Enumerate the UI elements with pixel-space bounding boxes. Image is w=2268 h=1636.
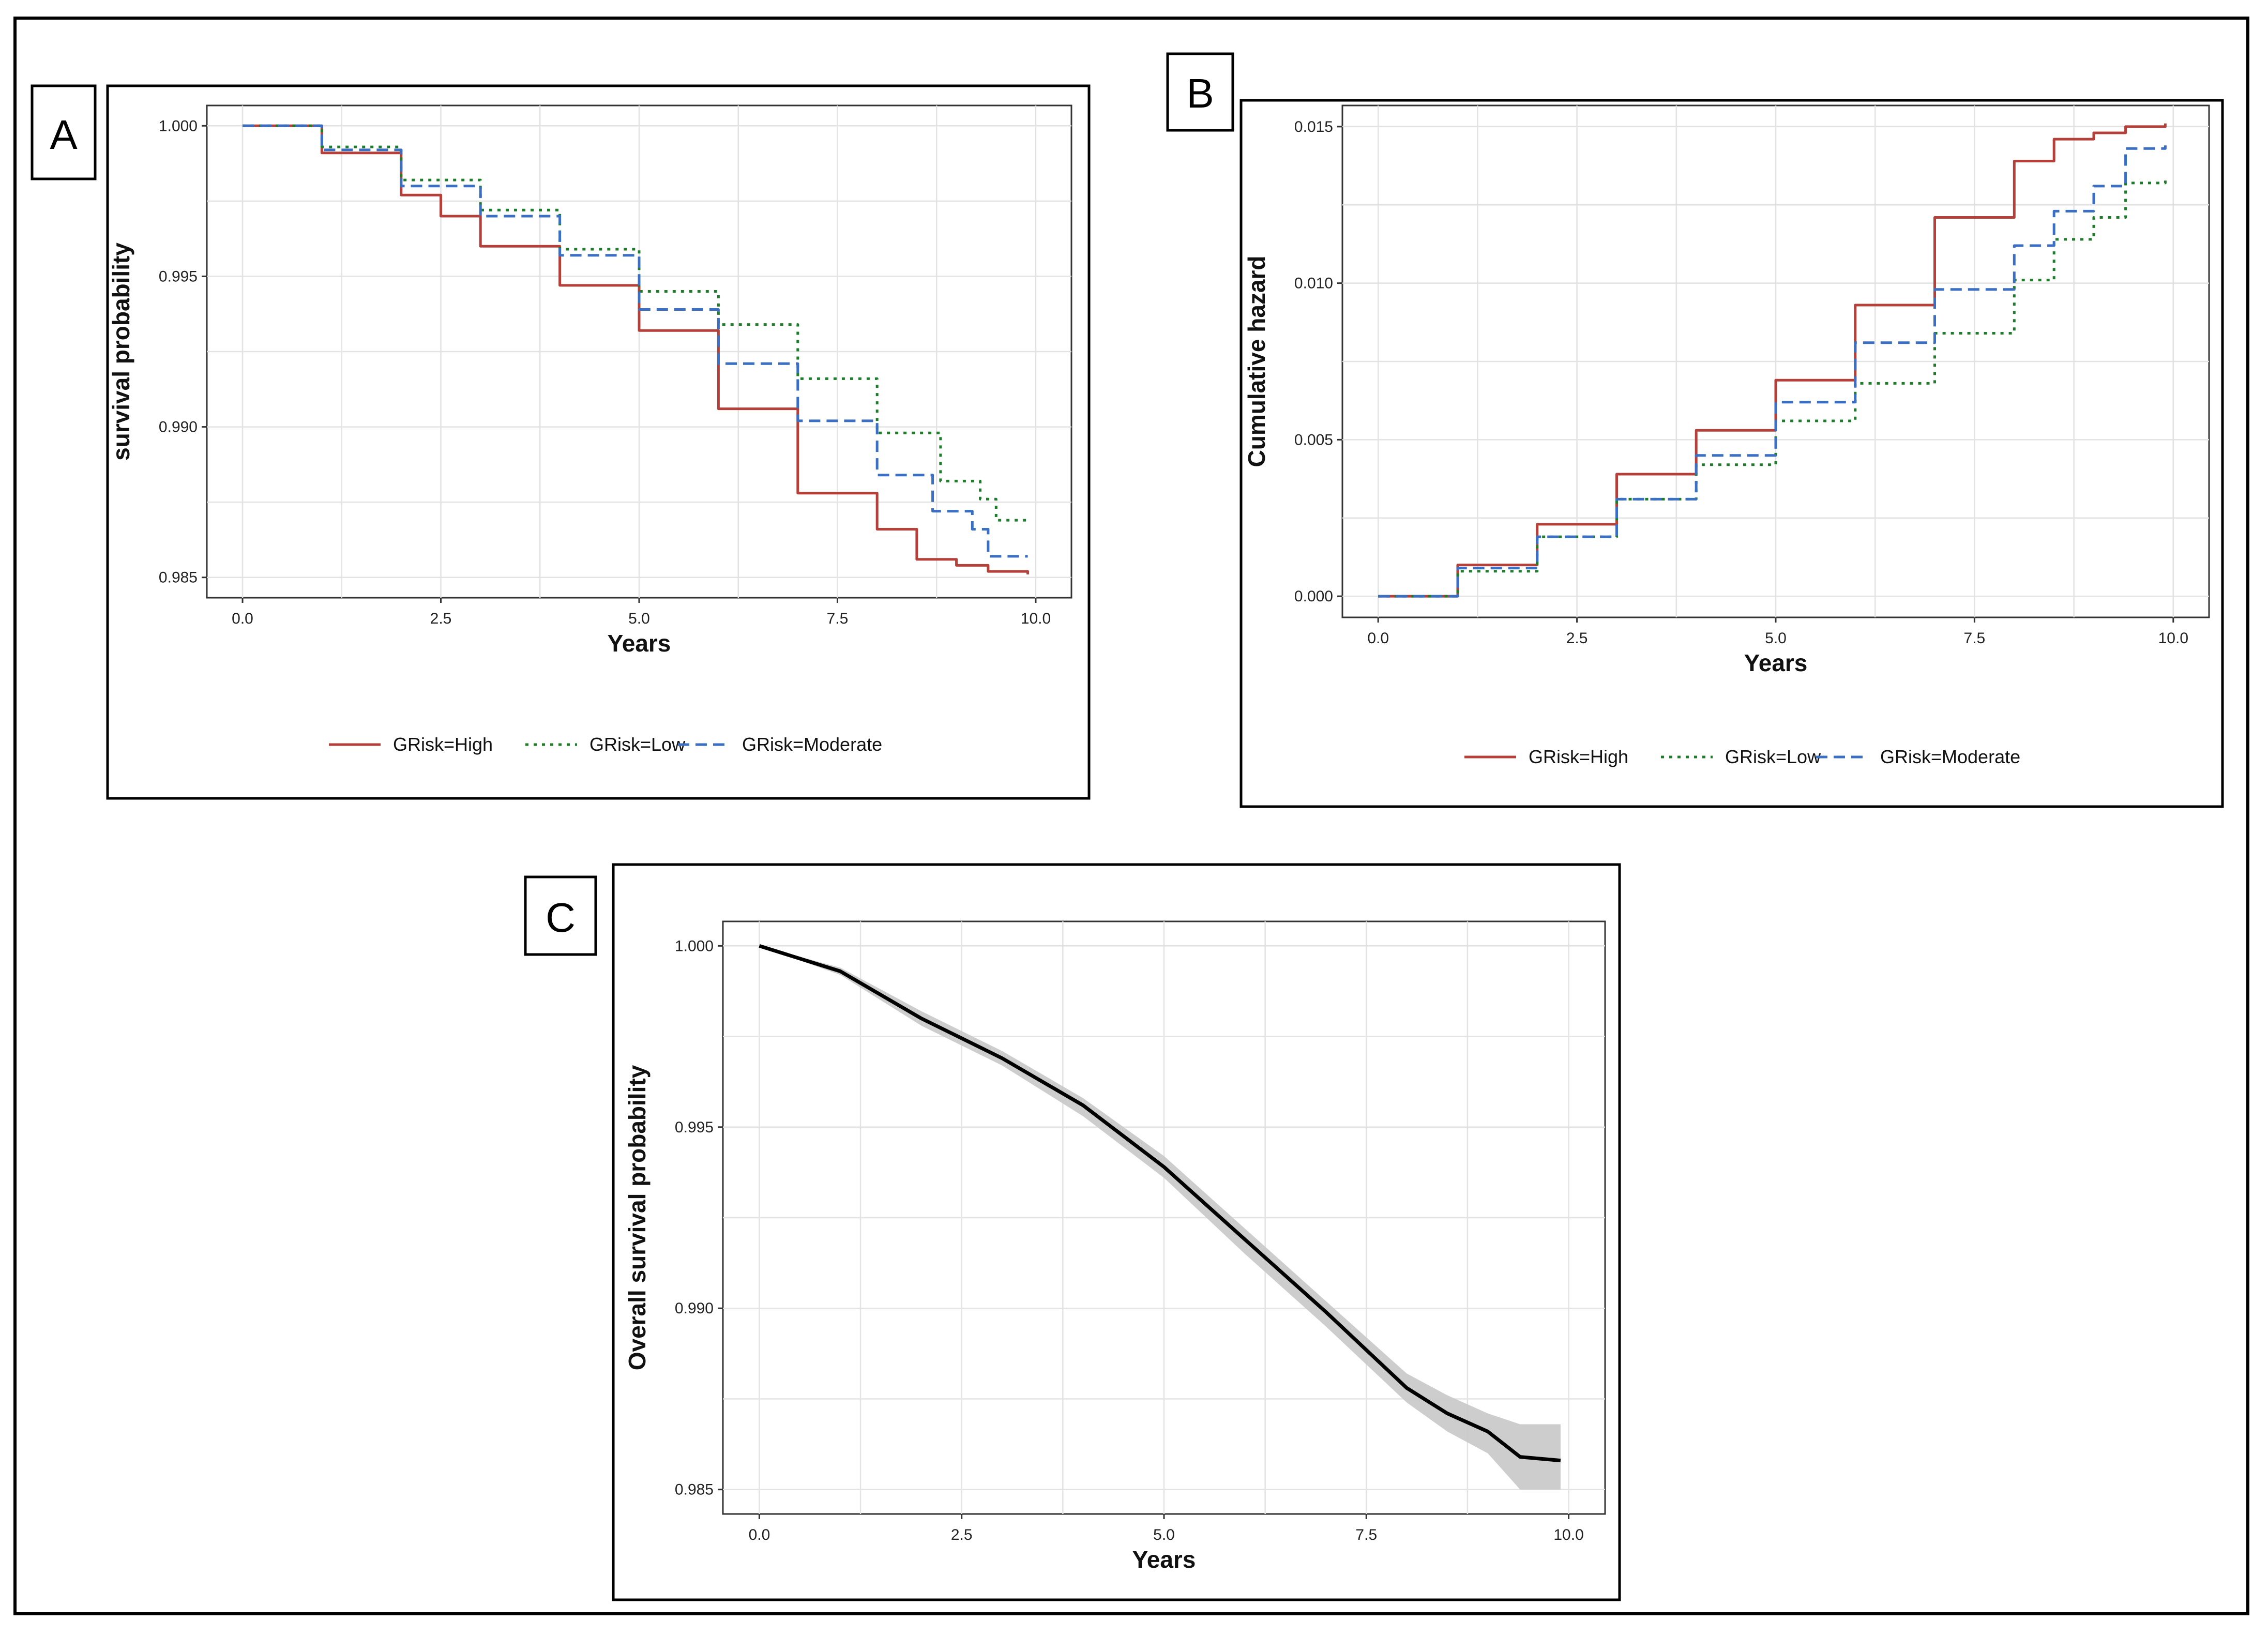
series-line-moderate — [1378, 145, 2167, 598]
x-axis-title: Years — [1744, 649, 1808, 676]
x-tick-label: 2.5 — [430, 610, 452, 627]
x-tick-label: 2.5 — [1566, 630, 1588, 647]
y-axis-title: survival probability — [108, 243, 134, 461]
y-tick-label: 0.015 — [1294, 118, 1333, 135]
series-line-low — [1378, 179, 2167, 598]
series-line-high — [1378, 123, 2167, 598]
x-tick-label: 10.0 — [1553, 1526, 1583, 1543]
confidence-band — [759, 946, 1561, 1490]
legend-label-moderate: GRisk=Moderate — [742, 734, 882, 755]
y-tick-label: 0.995 — [159, 268, 198, 285]
x-tick-label: 5.0 — [628, 610, 650, 627]
series-line-high — [243, 124, 1030, 574]
panel-b: B 0.0 2.5 5.0 7.5 10.0 0.000 0.005 0.010 0.015 Ye… — [1166, 52, 2224, 808]
plot-c: 0.0 2.5 5.0 7.5 10.0 0.985 0.990 0.995 1.000 Year… — [624, 920, 1606, 1573]
legend-label-low: GRisk=Low — [1725, 746, 1821, 767]
legend-label-low: GRisk=Low — [589, 734, 686, 755]
panel-a-label-box — [31, 84, 97, 180]
y-axis-title: Overall survival probability — [624, 1065, 651, 1370]
x-tick-label: 7.5 — [1964, 630, 1986, 647]
plot-b: 0.0 2.5 5.0 7.5 10.0 0.000 0.005 0.010 0.015 Year… — [1243, 104, 2210, 767]
grid-a — [207, 105, 1071, 598]
y-tick-label: 1.000 — [159, 117, 198, 134]
x-tick-label: 0.0 — [232, 610, 253, 627]
panel-c-label-box — [524, 875, 597, 956]
x-tick-label: 2.5 — [951, 1526, 973, 1543]
x-tick-label: 5.0 — [1765, 630, 1787, 647]
x-tick-label: 7.5 — [1355, 1526, 1377, 1543]
y-tick-label: 0.985 — [159, 569, 198, 586]
panel-a: A 0.0 2.5 5.0 7.5 10.0 0.985 0.990 0.995 1.000 Ye… — [31, 84, 1091, 800]
y-tick-label: 0.010 — [1294, 275, 1333, 292]
x-tick-label: 10.0 — [2158, 630, 2188, 647]
y-tick-label: 0.005 — [1294, 431, 1333, 448]
y-tick-label: 0.000 — [1294, 588, 1333, 605]
legend-label-high: GRisk=High — [1529, 746, 1628, 767]
x-axis-title: Years — [1132, 1546, 1196, 1573]
panel-b-label-box — [1166, 52, 1234, 132]
series-line-moderate — [243, 124, 1028, 558]
x-tick-label: 7.5 — [827, 610, 849, 627]
plot-a: 0.0 2.5 5.0 7.5 10.0 0.985 0.990 0.995 1.000 Year… — [108, 104, 1072, 755]
panel-c: C 0.0 2.5 5.0 7.5 10.0 0.985 0.990 0.995 1.000 Ye… — [524, 863, 1621, 1601]
y-axis-title: Cumulative hazard — [1243, 256, 1270, 467]
y-tick-label: 0.990 — [159, 419, 198, 436]
panel-c-label: C — [546, 895, 576, 941]
y-tick-label: 0.985 — [675, 1481, 714, 1498]
x-tick-label: 10.0 — [1021, 610, 1051, 627]
legend-label-moderate: GRisk=Moderate — [1880, 746, 2020, 767]
grid-b — [1342, 105, 2209, 617]
series-line-low — [243, 124, 1030, 523]
panel-b-label: B — [1186, 70, 1214, 116]
x-tick-label: 5.0 — [1153, 1526, 1175, 1543]
x-axis-title: Years — [608, 630, 671, 657]
x-tick-label: 0.0 — [1367, 630, 1389, 647]
y-tick-label: 0.995 — [675, 1119, 714, 1136]
series-line-overall — [759, 944, 1561, 1463]
legend-label-high: GRisk=High — [393, 734, 493, 755]
x-tick-label: 0.0 — [749, 1526, 770, 1543]
y-tick-label: 1.000 — [675, 937, 714, 955]
y-tick-label: 0.990 — [675, 1300, 714, 1317]
panel-a-label: A — [50, 112, 78, 158]
